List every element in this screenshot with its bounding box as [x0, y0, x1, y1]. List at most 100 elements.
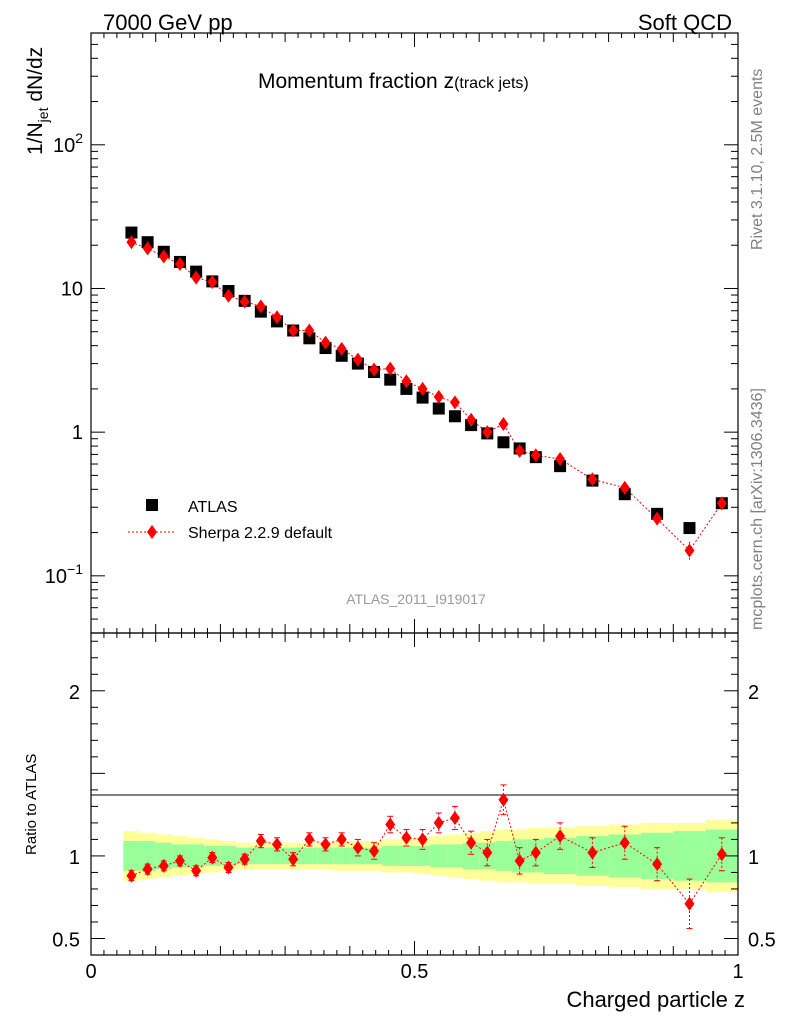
ratio-inner-band	[430, 844, 447, 868]
ratio-point	[320, 837, 331, 852]
ratio-inner-band	[317, 847, 334, 865]
ratio-point	[191, 863, 202, 878]
ratio-point	[385, 817, 396, 832]
chart-title: Momentum fraction z(track jets)	[258, 70, 529, 93]
ratio-point	[142, 862, 153, 877]
ratio-inner-band	[301, 847, 318, 865]
ratio-point	[466, 835, 477, 850]
ratio-point	[417, 832, 428, 847]
legend-atlas-marker	[146, 499, 158, 511]
ratio-point	[449, 810, 460, 825]
sherpa-point	[530, 448, 541, 463]
atlas-point	[400, 382, 413, 395]
ratio-point	[498, 792, 509, 807]
x-tick-label: 0.5	[401, 961, 429, 983]
chart-title-sub: (track jets)	[454, 75, 529, 92]
sherpa-point	[288, 323, 299, 338]
ratio-ticks: 0.5 0.51 12 20 0.5 1	[52, 633, 776, 983]
ratio-point	[369, 843, 380, 858]
main-frame	[90, 32, 739, 634]
atlas-point	[125, 226, 138, 239]
ratio-y-tick-label-right: 1	[748, 847, 759, 869]
sherpa-point	[466, 412, 477, 427]
sherpa-point	[336, 341, 347, 356]
sherpa-point	[174, 257, 185, 272]
ratio-point	[174, 853, 185, 868]
sherpa-point	[619, 480, 630, 495]
main-y-tick-label-exponent: −1	[67, 561, 83, 577]
ratio-series	[126, 784, 727, 930]
main-y-tick-label: 10−1	[45, 561, 83, 588]
ratio-point	[555, 829, 566, 844]
ratio-y-tick-label-left: 1	[69, 847, 80, 869]
x-axis-label: Charged particle z	[566, 987, 745, 1012]
sherpa-point	[514, 443, 525, 458]
ratio-point	[619, 835, 630, 850]
sherpa-point	[401, 374, 412, 389]
sherpa-point	[587, 472, 598, 487]
sherpa-point	[417, 381, 428, 396]
sherpa-point	[207, 274, 218, 289]
sherpa-point	[272, 310, 283, 325]
ratio-point	[716, 847, 727, 862]
y-axis-label-rest: dN/dz	[24, 47, 47, 108]
atlas-point	[554, 460, 567, 473]
legend-sherpa-marker	[147, 525, 157, 539]
sherpa-point	[158, 249, 169, 264]
main-y-tick-label-base: 10	[45, 566, 67, 588]
ratio-point	[336, 832, 347, 847]
ratio-inner-band	[155, 842, 172, 870]
sherpa-point	[369, 362, 380, 377]
atlas-point	[448, 410, 461, 423]
ratio-inner-band	[673, 831, 706, 881]
sherpa-point	[555, 452, 566, 467]
ratio-point	[514, 853, 525, 868]
ratio-inner-band	[220, 846, 237, 866]
y-axis-label-main: 1/Njet dN/dz	[24, 47, 51, 155]
sherpa-point	[304, 323, 315, 338]
header-left: 7000 GeV pp	[103, 10, 233, 35]
sherpa-point	[684, 543, 695, 558]
ratio-y-tick-label-left: 0.5	[52, 929, 80, 951]
atlas-point	[416, 391, 429, 404]
atlas-point	[497, 436, 510, 449]
ratio-panel: 0.5 0.51 12 20 0.5 1 Ratio to ATLAS Charged p…	[23, 632, 776, 1012]
x-tick-label: 1	[732, 961, 743, 983]
rivet-version-label: Rivet 3.1.10, 2.5M events	[749, 69, 766, 250]
ratio-point	[304, 832, 315, 847]
main-y-tick-label: 10	[61, 278, 83, 300]
ratio-inner-band	[268, 847, 286, 865]
x-tick-label: 0	[85, 961, 96, 983]
main-series	[125, 226, 728, 561]
ratio-point	[352, 840, 363, 855]
atlas-point	[683, 522, 696, 535]
ratio-point	[207, 850, 218, 865]
ratio-point	[530, 845, 541, 860]
sherpa-point	[652, 511, 663, 526]
ratio-point	[401, 830, 412, 845]
atlas-point	[384, 373, 397, 386]
sherpa-point	[433, 389, 444, 404]
ratio-inner-band	[333, 847, 350, 865]
sherpa-point	[239, 294, 250, 309]
main-y-tick-label: 1	[72, 422, 83, 444]
legend: ATLAS Sherpa 2.2.9 default	[128, 499, 333, 542]
main-y-tick-label-base: 10	[53, 135, 75, 157]
ratio-frame	[90, 632, 739, 956]
ratio-point	[239, 852, 250, 867]
header-right: Soft QCD	[638, 10, 732, 35]
ratio-inner-band	[188, 844, 205, 868]
legend-sherpa-label: Sherpa 2.2.9 default	[188, 525, 333, 542]
ratio-point	[158, 858, 169, 873]
ratio-inner-band	[446, 844, 464, 868]
ratio-inner-band	[398, 846, 415, 866]
atlas-point	[303, 332, 316, 345]
sherpa-point	[352, 352, 363, 367]
sherpa-point	[191, 270, 202, 285]
analysis-watermark: ATLAS_2011_I919017	[346, 591, 486, 607]
y-axis-label-base: 1/N	[24, 122, 47, 155]
sherpa-point	[449, 395, 460, 410]
